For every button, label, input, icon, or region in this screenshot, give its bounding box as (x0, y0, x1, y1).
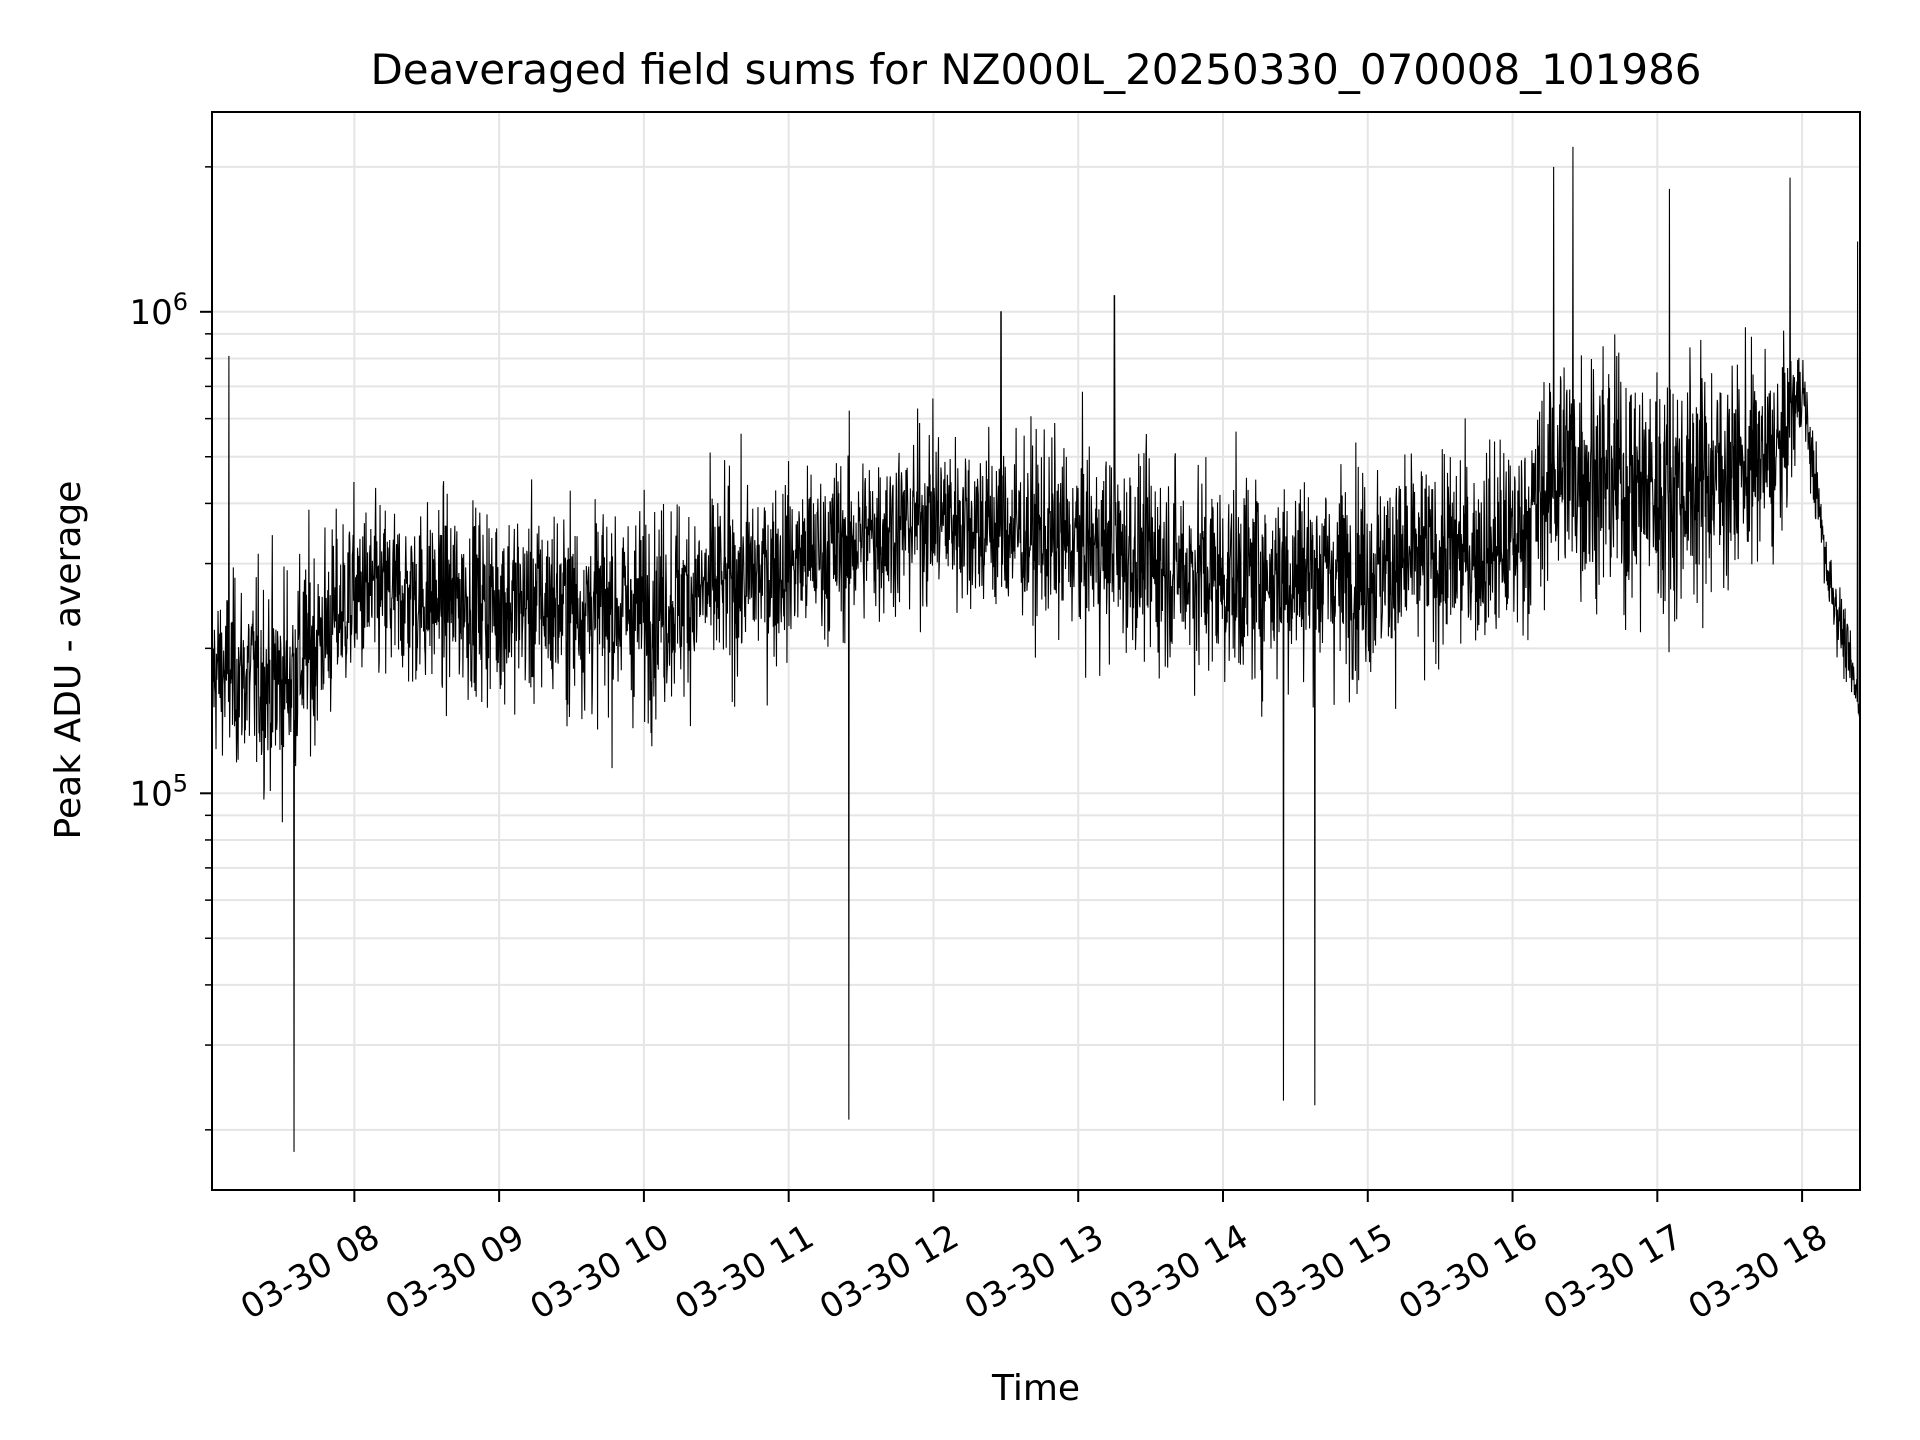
y-tick-base: 10 (129, 293, 172, 333)
axes-frame (211, 111, 1861, 1191)
y-tick-exponent: 5 (173, 769, 188, 797)
y-tick-base: 10 (129, 774, 172, 814)
y-tick-label: 106 (129, 288, 188, 333)
plot-area (211, 146, 1861, 1152)
y-tick-label: 105 (129, 769, 188, 814)
y-tick-exponent: 6 (173, 288, 188, 316)
y-axis-label: Peak ADU - average (48, 481, 89, 840)
series-line (211, 146, 1861, 1152)
x-axis-label: Time (991, 1368, 1080, 1409)
chart-title: Deaveraged field sums for NZ000L_2025033… (370, 45, 1701, 94)
